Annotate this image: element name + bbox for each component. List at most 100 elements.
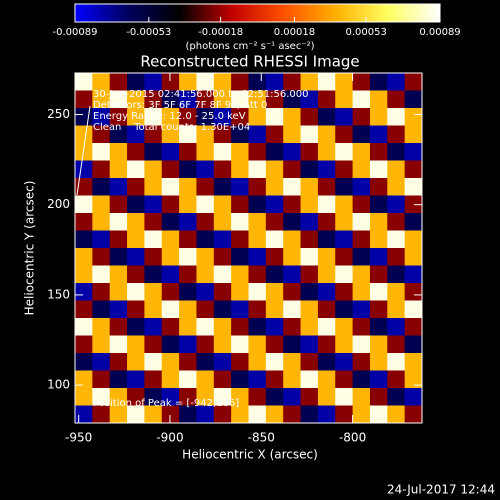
heatmap-cell bbox=[161, 248, 180, 266]
heatmap-cell bbox=[369, 388, 388, 406]
heatmap-cell bbox=[265, 300, 284, 319]
heatmap-cell bbox=[352, 230, 371, 249]
heatmap-cell bbox=[283, 108, 302, 126]
heatmap-cell bbox=[231, 265, 249, 284]
heatmap-cell bbox=[231, 178, 249, 196]
heatmap-cell bbox=[144, 125, 163, 144]
heatmap-cell bbox=[317, 230, 336, 249]
heatmap-cell bbox=[109, 300, 128, 319]
heatmap-cell bbox=[248, 265, 267, 284]
heatmap-cell bbox=[404, 388, 423, 406]
heatmap-cell bbox=[161, 300, 180, 319]
heatmap-cell bbox=[283, 195, 302, 214]
heatmap-cell bbox=[335, 125, 354, 144]
heatmap-cell bbox=[75, 248, 93, 266]
heatmap-cell bbox=[300, 90, 319, 109]
heatmap-cell bbox=[231, 125, 249, 144]
y-axis-label: Heliocentric Y (arcsec) bbox=[23, 181, 37, 316]
heatmap-cell bbox=[144, 318, 163, 336]
heatmap-cell bbox=[179, 160, 197, 179]
heatmap-cell bbox=[179, 318, 197, 336]
heatmap-cell bbox=[248, 248, 267, 266]
heatmap-cell bbox=[317, 283, 336, 301]
heatmap-cell bbox=[369, 265, 388, 284]
heatmap-cell bbox=[317, 405, 336, 424]
heatmap-cell bbox=[300, 353, 319, 371]
heatmap-cell bbox=[109, 178, 128, 196]
heatmap-cell bbox=[404, 195, 423, 214]
heatmap-cell bbox=[109, 90, 128, 109]
heatmap-cell bbox=[404, 90, 423, 109]
heatmap-cell bbox=[352, 73, 371, 91]
heatmap-cell bbox=[161, 108, 180, 126]
heatmap-cell bbox=[213, 300, 232, 319]
heatmap-cell bbox=[248, 178, 267, 196]
heatmap-cell bbox=[213, 318, 232, 336]
heatmap-cell bbox=[231, 405, 249, 424]
heatmap-cell bbox=[75, 230, 93, 249]
heatmap-cell bbox=[248, 230, 267, 249]
heatmap-cell bbox=[231, 248, 249, 266]
heatmap-cell bbox=[161, 143, 180, 161]
heatmap-cell bbox=[317, 370, 336, 389]
heatmap-cell bbox=[75, 143, 93, 161]
heatmap-cell bbox=[300, 195, 319, 214]
heatmap-cell bbox=[92, 248, 111, 266]
heatmap-cell bbox=[265, 125, 284, 144]
colorbar-tick-label: -0.00053 bbox=[126, 27, 171, 38]
colorbar-tick-label: -0.00089 bbox=[53, 27, 98, 38]
plot-frame bbox=[74, 72, 423, 424]
heatmap-cell bbox=[196, 370, 215, 389]
heatmap-cell bbox=[127, 178, 145, 196]
heatmap-cell bbox=[92, 195, 111, 214]
heatmap-cell bbox=[317, 213, 336, 231]
heatmap-cell bbox=[109, 160, 128, 179]
heatmap-cell bbox=[75, 335, 93, 354]
heatmap-cell bbox=[300, 125, 319, 144]
heatmap-cell bbox=[179, 143, 197, 161]
heatmap-cell bbox=[248, 143, 267, 161]
heatmap-cell bbox=[369, 283, 388, 301]
heatmap-cell bbox=[387, 73, 406, 91]
heatmap-cell bbox=[265, 108, 284, 126]
heatmap-cell bbox=[283, 265, 302, 284]
heatmap-cell bbox=[127, 248, 145, 266]
heatmap-cell bbox=[161, 353, 180, 371]
heatmap-cell bbox=[265, 160, 284, 179]
heatmap-cell bbox=[109, 353, 128, 371]
heatmap-cell bbox=[404, 370, 423, 389]
heatmap-cell bbox=[369, 73, 388, 91]
heatmap-cell bbox=[196, 160, 215, 179]
heatmap-cell bbox=[144, 178, 163, 196]
heatmap-cell bbox=[369, 195, 388, 214]
heatmap-cell bbox=[387, 283, 406, 301]
heatmap-cell bbox=[75, 318, 93, 336]
heatmap-cell bbox=[144, 405, 163, 424]
heatmap-cell bbox=[352, 283, 371, 301]
heatmap-cell bbox=[387, 195, 406, 214]
heatmap-cell bbox=[213, 73, 232, 91]
heatmap-cell bbox=[352, 405, 371, 424]
heatmap-cell bbox=[265, 335, 284, 354]
colorbar-tick-label: 0.00089 bbox=[419, 27, 460, 38]
heatmap-cell bbox=[196, 108, 215, 126]
heatmap-cell bbox=[144, 388, 163, 406]
heatmap-cell bbox=[335, 108, 354, 126]
heatmap-cell bbox=[144, 283, 163, 301]
heatmap-cell bbox=[231, 108, 249, 126]
heatmap-cell bbox=[75, 405, 93, 424]
heatmap-cell bbox=[109, 230, 128, 249]
heatmap-cell bbox=[265, 213, 284, 231]
heatmap-cell bbox=[92, 73, 111, 91]
heatmap-cell bbox=[404, 300, 423, 319]
heatmap-cell bbox=[179, 230, 197, 249]
heatmap-cell bbox=[213, 248, 232, 266]
heatmap-cell bbox=[213, 230, 232, 249]
heatmap-cell bbox=[387, 230, 406, 249]
heatmap-cell bbox=[387, 265, 406, 284]
heatmap-cell bbox=[352, 265, 371, 284]
colorbar-tick-label: 0.00053 bbox=[346, 27, 387, 38]
heatmap-cell bbox=[92, 178, 111, 196]
heatmap-cell bbox=[127, 73, 145, 91]
heatmap-cell bbox=[75, 213, 93, 231]
